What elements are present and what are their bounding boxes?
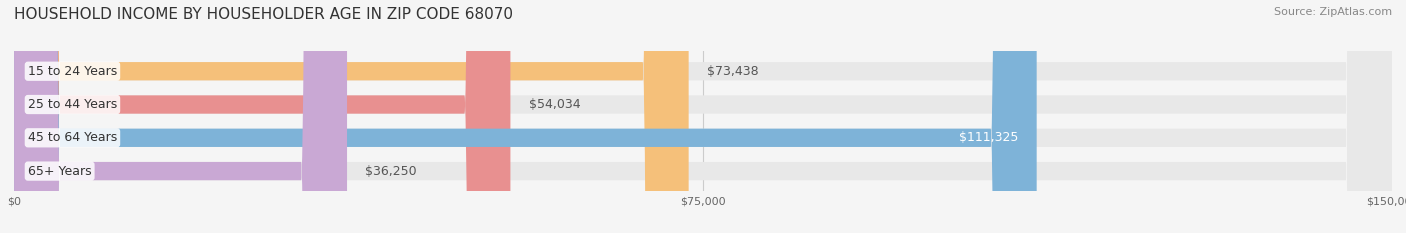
Text: 15 to 24 Years: 15 to 24 Years bbox=[28, 65, 117, 78]
FancyBboxPatch shape bbox=[14, 0, 1392, 233]
Text: HOUSEHOLD INCOME BY HOUSEHOLDER AGE IN ZIP CODE 68070: HOUSEHOLD INCOME BY HOUSEHOLDER AGE IN Z… bbox=[14, 7, 513, 22]
Text: 45 to 64 Years: 45 to 64 Years bbox=[28, 131, 117, 144]
Text: $36,250: $36,250 bbox=[366, 164, 418, 178]
Text: Source: ZipAtlas.com: Source: ZipAtlas.com bbox=[1274, 7, 1392, 17]
Text: 25 to 44 Years: 25 to 44 Years bbox=[28, 98, 117, 111]
Text: 65+ Years: 65+ Years bbox=[28, 164, 91, 178]
FancyBboxPatch shape bbox=[14, 0, 1392, 233]
Text: $54,034: $54,034 bbox=[529, 98, 581, 111]
FancyBboxPatch shape bbox=[14, 0, 1392, 233]
FancyBboxPatch shape bbox=[14, 0, 347, 233]
FancyBboxPatch shape bbox=[14, 0, 1392, 233]
FancyBboxPatch shape bbox=[14, 0, 689, 233]
FancyBboxPatch shape bbox=[14, 0, 510, 233]
Text: $73,438: $73,438 bbox=[707, 65, 759, 78]
Text: $111,325: $111,325 bbox=[959, 131, 1018, 144]
FancyBboxPatch shape bbox=[14, 0, 1036, 233]
